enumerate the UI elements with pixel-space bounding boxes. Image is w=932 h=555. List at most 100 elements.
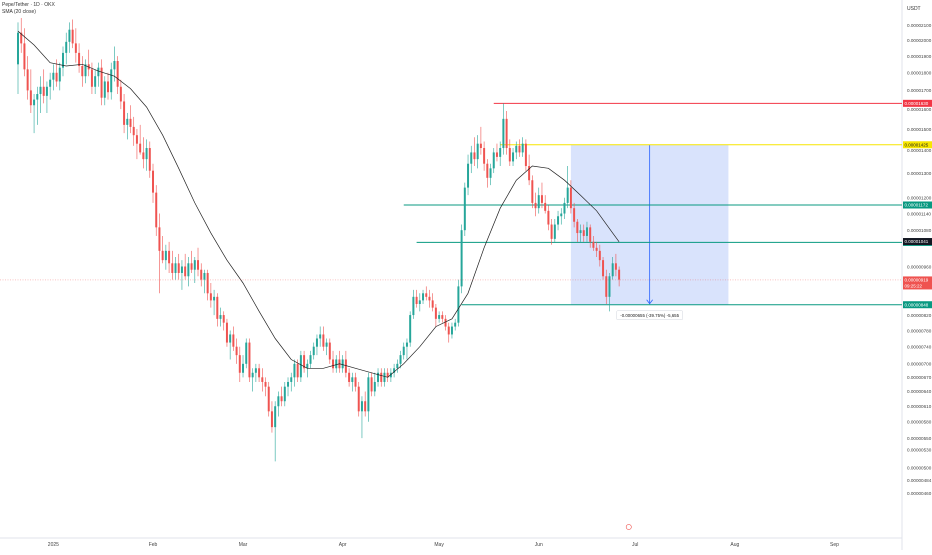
candle-body xyxy=(489,168,492,178)
candle-body xyxy=(512,152,515,162)
candle-body xyxy=(81,65,84,77)
candle-body xyxy=(209,293,212,301)
candle-body xyxy=(348,372,351,382)
candle-body xyxy=(113,61,116,70)
candle-body xyxy=(161,250,164,261)
candle-body xyxy=(142,152,145,160)
candle-body xyxy=(515,145,518,153)
candle-body xyxy=(132,126,135,136)
y-tick-label: 0.00001300 xyxy=(907,171,932,176)
candle-body xyxy=(566,187,569,203)
candle-body xyxy=(563,202,566,214)
projection-arrow-head xyxy=(646,299,653,305)
candle-body xyxy=(36,94,39,100)
replay-icon[interactable] xyxy=(625,524,632,530)
candle-body xyxy=(405,342,408,347)
candle-body xyxy=(187,263,190,277)
candle-body xyxy=(97,67,100,77)
candle-body xyxy=(197,260,200,270)
candle-body xyxy=(450,326,453,335)
candle-body xyxy=(123,101,126,125)
candle-body xyxy=(58,67,61,82)
candle-body xyxy=(148,148,151,171)
candle-body xyxy=(129,118,132,127)
level-tag-label: 0.00001425 xyxy=(905,142,929,147)
sma-price-tag xyxy=(903,238,932,246)
price-tags: 0.000016300.000014250.000011720.00001038… xyxy=(903,99,932,309)
y-tick-label: 0.00000700 xyxy=(907,362,932,367)
y-tick-label: 0.00000780 xyxy=(907,328,932,333)
y-tick-label: 0.00001400 xyxy=(907,148,932,153)
candle-body xyxy=(264,381,267,387)
candle-body xyxy=(293,363,296,378)
candle-body xyxy=(219,315,222,319)
y-tick-label: 0.00001700 xyxy=(907,88,932,93)
candle-body xyxy=(508,148,511,162)
candle-body xyxy=(434,307,437,319)
candle-body xyxy=(534,202,537,209)
x-tick-label: Apr xyxy=(339,542,347,548)
candle-body xyxy=(74,43,77,53)
candle-body xyxy=(544,202,547,211)
candle-body xyxy=(598,250,601,261)
candle-body xyxy=(216,296,219,319)
candle-body xyxy=(431,300,434,308)
candle-body xyxy=(332,359,335,369)
x-tick-label: Mar xyxy=(239,542,248,548)
candle-body xyxy=(402,346,405,356)
x-tick-label: 2025 xyxy=(48,542,59,548)
y-tick-label: 0.00001900 xyxy=(907,54,932,59)
candle-body xyxy=(518,145,521,153)
candle-body xyxy=(213,296,216,301)
countdown-label: 09:25:22 xyxy=(905,283,923,288)
x-tick-label: Aug xyxy=(730,542,739,548)
indicator-title: SMA (20 close) xyxy=(2,9,36,15)
candle-body xyxy=(608,276,611,297)
candle-body xyxy=(303,355,306,369)
grid xyxy=(0,0,903,550)
y-tick-label: 0.00000610 xyxy=(907,404,932,409)
candle-body xyxy=(245,342,248,364)
candle-body xyxy=(470,152,473,164)
candle-body xyxy=(428,296,431,301)
candle-body xyxy=(200,269,203,280)
y-tick-label: 0.00000580 xyxy=(907,420,932,425)
candle-body xyxy=(582,230,585,236)
candle-body xyxy=(380,372,383,382)
candle-body xyxy=(206,272,209,294)
candle-body xyxy=(222,315,225,323)
x-tick-label: Jun xyxy=(535,542,543,548)
candle-body xyxy=(42,86,45,96)
legend: Pepe/Tether · 1D · OKX SMA (20 close) xyxy=(2,2,55,16)
candle-body xyxy=(614,263,617,270)
x-tick-label: Jul xyxy=(632,542,638,548)
candle-body xyxy=(370,377,373,392)
candle-body xyxy=(540,195,543,203)
candle-body xyxy=(589,227,592,242)
candle-body xyxy=(579,230,582,234)
candle-body xyxy=(325,342,328,347)
y-tick-label: 0.00002000 xyxy=(907,38,932,43)
x-tick-label: May xyxy=(434,542,444,548)
current-price-tag xyxy=(903,276,932,290)
candle-body xyxy=(367,377,370,412)
candle-body xyxy=(393,368,396,373)
y-tick-label: 0.00001800 xyxy=(907,71,932,76)
candle-body xyxy=(505,118,508,149)
candle-body xyxy=(78,52,81,66)
candle-body xyxy=(274,406,277,428)
candle-body xyxy=(177,263,180,273)
candle-body xyxy=(290,377,293,382)
y-tick-label: 0.00001500 xyxy=(907,127,932,132)
candle-body xyxy=(267,386,270,412)
y-tick-label: 0.00001600 xyxy=(907,107,932,112)
candle-body xyxy=(585,227,588,236)
candle-body xyxy=(467,163,470,188)
candle-body xyxy=(258,368,261,378)
candle-body xyxy=(299,355,302,378)
candle-body xyxy=(341,359,344,369)
candle-body xyxy=(373,381,376,392)
candle-body xyxy=(116,61,119,87)
